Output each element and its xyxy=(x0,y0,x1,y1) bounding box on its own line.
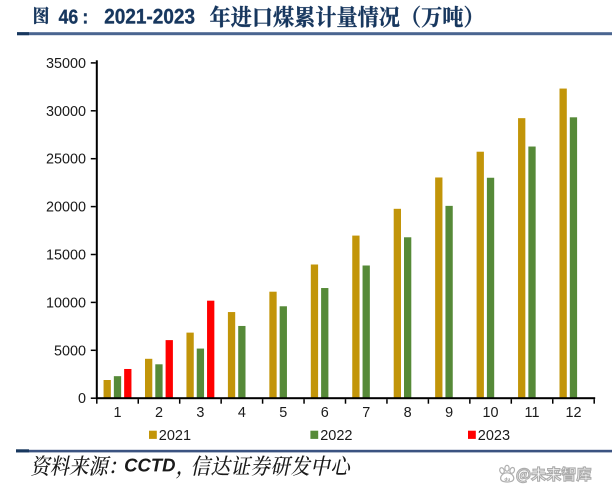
svg-text:10: 10 xyxy=(483,405,499,421)
svg-text:10000: 10000 xyxy=(46,295,86,311)
svg-text:8: 8 xyxy=(404,405,412,421)
svg-text:25000: 25000 xyxy=(46,152,86,168)
svg-text:5: 5 xyxy=(279,405,287,421)
svg-text:15000: 15000 xyxy=(46,248,86,264)
svg-text:11: 11 xyxy=(525,405,540,421)
svg-text:2: 2 xyxy=(155,405,163,421)
svg-text:9: 9 xyxy=(445,405,453,421)
svg-text:6: 6 xyxy=(321,405,329,421)
svg-text:1: 1 xyxy=(113,405,121,421)
svg-text:2023: 2023 xyxy=(478,428,510,444)
svg-text:0: 0 xyxy=(78,391,86,407)
svg-text:5000: 5000 xyxy=(54,343,86,359)
svg-text:4: 4 xyxy=(238,405,246,421)
svg-text:30000: 30000 xyxy=(46,104,86,120)
svg-text:2022: 2022 xyxy=(320,428,352,444)
svg-text:3: 3 xyxy=(196,405,204,421)
svg-text:35000: 35000 xyxy=(46,56,86,72)
svg-text:2021: 2021 xyxy=(159,428,191,444)
svg-text:20000: 20000 xyxy=(46,200,86,216)
svg-text:7: 7 xyxy=(362,405,370,421)
svg-text:12: 12 xyxy=(565,405,581,421)
